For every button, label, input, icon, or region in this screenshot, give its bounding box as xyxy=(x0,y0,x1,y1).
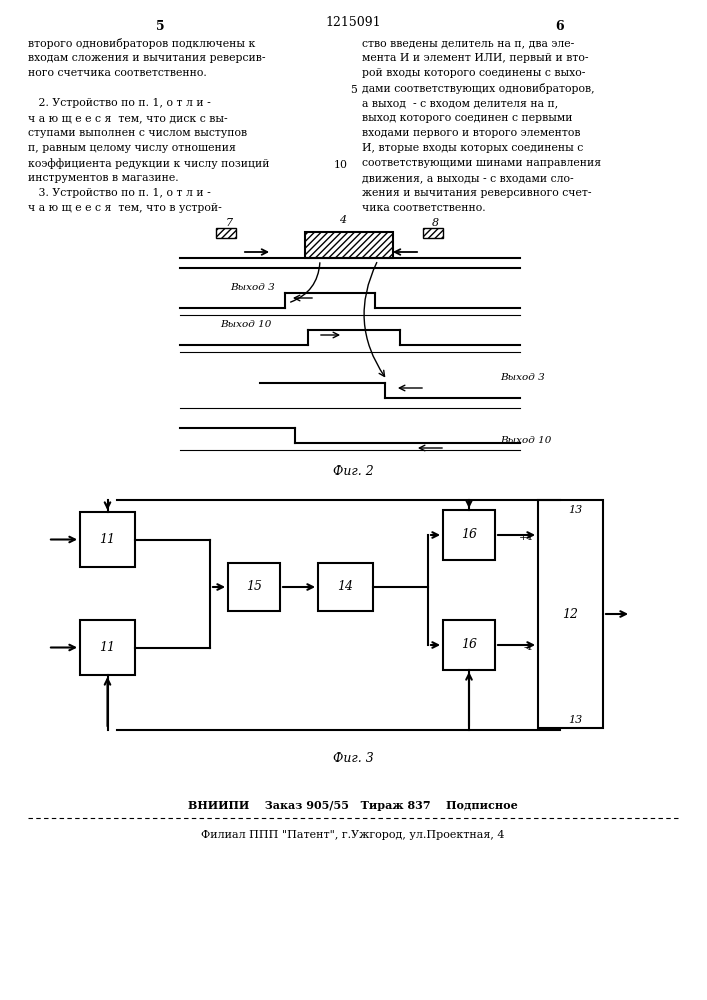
Text: 7: 7 xyxy=(226,218,233,228)
Text: Филиал ППП "Патент", г.Ужгород, ул.Проектная, 4: Филиал ППП "Патент", г.Ужгород, ул.Проек… xyxy=(201,830,505,840)
Bar xyxy=(423,228,443,238)
Text: 16: 16 xyxy=(461,639,477,652)
Text: мента И и элемент ИЛИ, первый и вто-: мента И и элемент ИЛИ, первый и вто- xyxy=(362,53,588,63)
Text: ч а ю щ е е с я  тем, что диск с вы-: ч а ю щ е е с я тем, что диск с вы- xyxy=(28,113,228,123)
Text: 11: 11 xyxy=(100,641,115,654)
Bar xyxy=(538,500,603,728)
Bar xyxy=(228,563,280,611)
Text: Выход 3: Выход 3 xyxy=(500,373,545,382)
Text: Выход 3: Выход 3 xyxy=(230,283,275,292)
Text: 1215091: 1215091 xyxy=(325,16,381,29)
Text: -1: -1 xyxy=(524,643,534,652)
Text: соответствующими шинами направления: соответствующими шинами направления xyxy=(362,158,601,168)
Text: п, равным целому числу отношения: п, равным целому числу отношения xyxy=(28,143,236,153)
Text: входам сложения и вычитания реверсив-: входам сложения и вычитания реверсив- xyxy=(28,53,266,63)
Text: а выход  - с входом делителя на п,: а выход - с входом делителя на п, xyxy=(362,98,559,108)
Bar xyxy=(443,620,495,670)
Text: 11: 11 xyxy=(100,533,115,546)
Text: 12: 12 xyxy=(563,607,578,620)
Text: коэффициента редукции к числу позиций: коэффициента редукции к числу позиций xyxy=(28,158,269,169)
Bar xyxy=(216,228,236,238)
Text: ч а ю щ е е с я  тем, что в устрой-: ч а ю щ е е с я тем, что в устрой- xyxy=(28,203,222,213)
Text: 15: 15 xyxy=(246,580,262,593)
Text: 3. Устройство по п. 1, о т л и -: 3. Устройство по п. 1, о т л и - xyxy=(28,188,211,198)
Text: И, вторые входы которых соединены с: И, вторые входы которых соединены с xyxy=(362,143,583,153)
Text: чика соответственно.: чика соответственно. xyxy=(362,203,486,213)
Text: 8: 8 xyxy=(431,218,438,228)
Text: второго одновибраторов подключены к: второго одновибраторов подключены к xyxy=(28,38,255,49)
Bar xyxy=(318,563,373,611)
Text: дами соответствующих одновибраторов,: дами соответствующих одновибраторов, xyxy=(362,83,595,94)
Text: рой входы которого соединены с выхо-: рой входы которого соединены с выхо- xyxy=(362,68,585,78)
Text: Фиг. 2: Фиг. 2 xyxy=(332,465,373,478)
Bar xyxy=(80,620,135,675)
Bar xyxy=(305,232,393,258)
Text: 6: 6 xyxy=(556,20,564,33)
Text: 5: 5 xyxy=(350,85,357,95)
Text: Выход 10: Выход 10 xyxy=(500,436,551,445)
Text: 13: 13 xyxy=(568,715,583,725)
Bar xyxy=(80,512,135,567)
Text: 5: 5 xyxy=(156,20,164,33)
Text: Фиг. 3: Фиг. 3 xyxy=(332,752,373,765)
Text: жения и вычитания реверсивного счет-: жения и вычитания реверсивного счет- xyxy=(362,188,592,198)
Text: ВНИИПИ    Заказ 905/55   Тираж 837    Подписное: ВНИИПИ Заказ 905/55 Тираж 837 Подписное xyxy=(188,800,518,811)
Text: 4: 4 xyxy=(339,215,346,225)
Text: 13: 13 xyxy=(568,505,583,515)
Text: ступами выполнен с числом выступов: ступами выполнен с числом выступов xyxy=(28,128,247,138)
Text: +1: +1 xyxy=(519,533,534,542)
Text: ного счетчика соответственно.: ного счетчика соответственно. xyxy=(28,68,206,78)
Text: ство введены делитель на п, два эле-: ство введены делитель на п, два эле- xyxy=(362,38,574,48)
Text: 10: 10 xyxy=(334,160,348,170)
Bar xyxy=(443,510,495,560)
Text: Выход 10: Выход 10 xyxy=(220,320,271,329)
Text: инструментов в магазине.: инструментов в магазине. xyxy=(28,173,179,183)
Text: выход которого соединен с первыми: выход которого соединен с первыми xyxy=(362,113,573,123)
Text: 14: 14 xyxy=(337,580,354,593)
Text: 2. Устройство по п. 1, о т л и -: 2. Устройство по п. 1, о т л и - xyxy=(28,98,211,108)
Text: входами первого и второго элементов: входами первого и второго элементов xyxy=(362,128,580,138)
Text: движения, а выходы - с входами сло-: движения, а выходы - с входами сло- xyxy=(362,173,573,183)
Text: 16: 16 xyxy=(461,528,477,542)
